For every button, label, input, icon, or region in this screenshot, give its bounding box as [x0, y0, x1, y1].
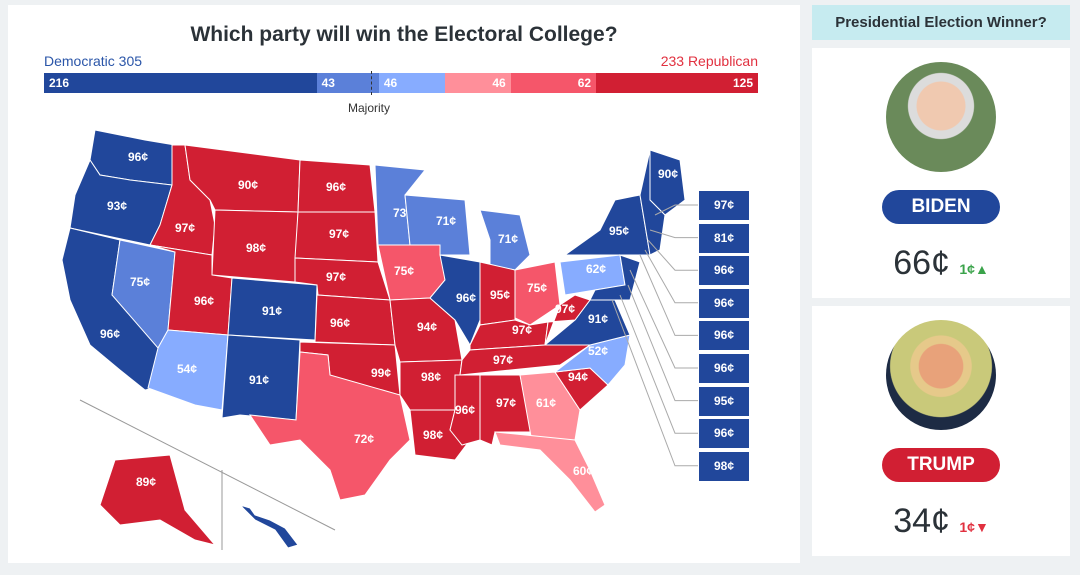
state-price-ga: 61¢	[536, 396, 556, 410]
avatar-trump	[886, 320, 996, 430]
state-price-nd: 96¢	[326, 180, 346, 194]
inset-divider	[79, 399, 336, 531]
state-fl[interactable]	[494, 431, 606, 513]
state-tx[interactable]	[248, 351, 411, 501]
state-price-az: 54¢	[177, 362, 197, 376]
bar-segment: 46	[444, 73, 511, 93]
state-price-tx: 72¢	[354, 432, 374, 446]
state-price-nm: 91¢	[249, 373, 269, 387]
state-price-wv: 97¢	[555, 302, 575, 316]
state-ar[interactable]	[399, 359, 463, 411]
state-price-in: 95¢	[490, 288, 510, 302]
biden-change: 1¢	[959, 261, 975, 277]
state-price-mi: 71¢	[498, 232, 518, 246]
bar-segment: 46	[378, 73, 445, 93]
state-price-or: 93¢	[107, 199, 127, 213]
page-title: Which party will win the Electoral Colle…	[190, 23, 618, 46]
winner-sidebar: Presidential Election Winner? BIDEN 66¢ …	[812, 5, 1070, 556]
majority-line	[371, 71, 372, 95]
avatar-biden	[886, 62, 996, 172]
state-price-fl: 60¢	[573, 464, 593, 478]
state-price-ky: 97¢	[512, 323, 532, 337]
arrow-up-icon: ▲	[974, 261, 989, 277]
small-state-box[interactable]: 81¢	[698, 222, 750, 254]
small-state-box[interactable]: 95¢	[698, 385, 750, 417]
state-price-mo: 94¢	[417, 320, 437, 334]
leader-line	[611, 299, 698, 467]
bar-segment: 43	[316, 73, 379, 93]
state-ne2[interactable]	[639, 149, 666, 256]
state-price-wi: 71¢	[436, 214, 456, 228]
small-state-box[interactable]: 96¢	[698, 418, 750, 450]
leader-line	[619, 294, 698, 434]
state-price-pa: 62¢	[586, 262, 606, 276]
small-state-box[interactable]: 98¢	[698, 450, 750, 482]
state-hi[interactable]	[239, 504, 299, 549]
leader-line	[639, 254, 698, 336]
state-price-ar: 98¢	[421, 370, 441, 384]
trump-price: 34¢	[893, 502, 950, 540]
democratic-total: Democratic 305	[44, 53, 143, 69]
small-state-box[interactable]: 96¢	[698, 287, 750, 319]
biden-button[interactable]: BIDEN	[882, 190, 1000, 224]
state-price-ms: 96¢	[455, 403, 475, 417]
bar-segment: 216	[44, 73, 317, 93]
state-price-oh: 75¢	[527, 281, 547, 295]
leader-line	[644, 249, 698, 304]
state-price-ks: 96¢	[330, 316, 350, 330]
state-ks[interactable]	[314, 294, 396, 346]
state-price-mt: 90¢	[238, 178, 258, 192]
electoral-bar: 216 43 46 46 62 125	[44, 73, 759, 93]
biden-price: 66¢	[893, 244, 950, 282]
bar-segment: 62	[510, 73, 597, 93]
us-map: 96¢ 93¢ 96¢ 75¢ 97¢ 90¢ 98¢ 96¢ 54¢ 91¢ 91¢ 96¢ 97¢ 9…	[61, 129, 698, 550]
state-wv[interactable]	[544, 294, 591, 346]
state-price-la: 98¢	[423, 428, 443, 442]
leader-line	[649, 229, 698, 239]
state-price-sc: 94¢	[568, 370, 588, 384]
state-price-al: 97¢	[496, 396, 516, 410]
state-price-wa: 96¢	[128, 150, 148, 164]
candidate-card-trump[interactable]: TRUMP 34¢ 1¢▼	[812, 306, 1070, 556]
candidate-card-biden[interactable]: BIDEN 66¢ 1¢▲	[812, 48, 1070, 298]
leader-line	[627, 284, 698, 402]
bar-segment: 125	[596, 73, 759, 93]
state-ny[interactable]	[563, 194, 651, 256]
state-price-va: 91¢	[588, 312, 608, 326]
leader-line	[647, 239, 698, 271]
state-price-ny: 95¢	[609, 224, 629, 238]
state-price-ak: 89¢	[136, 475, 156, 489]
trump-button[interactable]: TRUMP	[882, 448, 1000, 482]
state-price-tn: 97¢	[493, 353, 513, 367]
trump-change: 1¢	[959, 519, 975, 535]
state-mid[interactable]	[589, 254, 641, 301]
state-price-me: 90¢	[658, 167, 678, 181]
sidebar-header: Presidential Election Winner?	[812, 5, 1070, 40]
state-price-nc: 52¢	[588, 344, 608, 358]
state-price-sd: 97¢	[329, 227, 349, 241]
arrow-down-icon: ▼	[974, 519, 989, 535]
leader-line	[654, 204, 698, 216]
state-price-co: 91¢	[262, 304, 282, 318]
state-ga[interactable]	[519, 371, 581, 443]
electoral-college-panel: Which party will win the Electoral Colle…	[8, 5, 800, 563]
state-ak[interactable]	[99, 454, 217, 546]
small-state-box[interactable]: 97¢	[698, 190, 750, 221]
state-price-ia: 75¢	[394, 264, 414, 278]
republican-total: 233 Republican	[660, 53, 758, 69]
state-price-ut: 96¢	[194, 294, 214, 308]
state-price-il: 96¢	[456, 291, 476, 305]
state-price-wy: 98¢	[246, 241, 266, 255]
leader-line	[629, 269, 698, 369]
state-price-ne: 97¢	[326, 270, 346, 284]
small-state-box[interactable]: 96¢	[698, 320, 750, 352]
small-state-box[interactable]: 96¢	[698, 353, 750, 384]
state-price-ok: 99¢	[371, 366, 391, 380]
small-state-box[interactable]: 96¢	[698, 255, 750, 287]
majority-label: Majority	[348, 101, 391, 115]
state-price-nv: 75¢	[130, 275, 150, 289]
state-price-ca: 96¢	[100, 327, 120, 341]
state-price-id: 97¢	[175, 221, 195, 235]
state-oh[interactable]	[514, 261, 561, 326]
